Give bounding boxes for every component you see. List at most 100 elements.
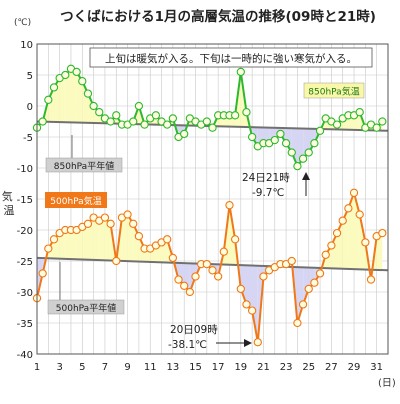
data-point-500 [84, 220, 91, 227]
data-point-500 [192, 273, 199, 280]
x-tick-label: 23 [280, 362, 293, 373]
data-point-500 [350, 189, 357, 196]
data-point-850 [107, 118, 114, 125]
data-point-500 [305, 285, 312, 292]
data-point-850 [356, 109, 363, 116]
data-point-500 [316, 270, 323, 277]
data-point-500 [175, 276, 182, 283]
data-point-850 [271, 137, 278, 144]
normal-850-label: 850hPa平年値 [54, 160, 114, 172]
data-point-850 [164, 121, 171, 128]
annotation-min-500-line1: 20日09時 [170, 324, 218, 336]
x-tick-label: 13 [167, 362, 180, 373]
data-point-500 [203, 261, 210, 268]
data-point-500 [50, 236, 57, 243]
data-point-500 [220, 248, 227, 255]
data-point-850 [79, 78, 86, 85]
data-point-850 [299, 155, 306, 162]
warm-anomaly-area [71, 230, 77, 259]
data-point-500 [169, 254, 176, 261]
data-point-500 [130, 220, 137, 227]
data-point-500 [232, 236, 239, 243]
x-tick-label: 9 [124, 362, 130, 373]
data-point-500 [101, 214, 108, 221]
data-point-500 [345, 205, 352, 212]
y-tick-label: -10 [17, 164, 33, 175]
x-tick-label: 15 [189, 362, 202, 373]
data-point-850 [288, 149, 295, 156]
data-point-500 [260, 273, 267, 280]
data-point-850 [209, 124, 216, 131]
x-tick-label: 17 [212, 362, 225, 373]
data-point-850 [294, 163, 301, 170]
data-point-500 [311, 279, 318, 286]
data-point-850 [243, 109, 250, 116]
data-point-850 [333, 121, 340, 128]
data-point-850 [203, 118, 210, 125]
data-point-500 [39, 270, 46, 277]
data-point-850 [311, 140, 318, 147]
legend-850-label: 850hPa気温 [308, 86, 359, 98]
data-point-500 [294, 319, 301, 326]
data-point-500 [186, 288, 193, 295]
x-tick-label: 25 [302, 362, 315, 373]
data-point-850 [45, 96, 52, 103]
data-point-500 [328, 242, 335, 249]
data-point-850 [373, 124, 380, 131]
x-tick-label: 11 [144, 362, 157, 373]
x-tick-label: 5 [79, 362, 85, 373]
data-point-500 [379, 230, 386, 237]
y-tick-label: -25 [17, 257, 33, 268]
y-tick-label: -20 [17, 226, 33, 237]
x-tick-label: 1 [34, 362, 40, 373]
data-point-500 [339, 217, 346, 224]
data-point-500 [322, 251, 329, 258]
data-point-850 [316, 127, 323, 134]
data-point-500 [164, 236, 171, 243]
data-point-850 [130, 118, 137, 125]
data-point-850 [135, 102, 142, 109]
data-point-500 [356, 211, 363, 218]
data-point-850 [50, 84, 57, 91]
annotation-min-850-line1: 24日21時 [242, 172, 290, 184]
data-point-500 [237, 285, 244, 292]
data-point-850 [181, 130, 188, 137]
y-tick-label: -35 [17, 319, 33, 330]
annotation-min-500-line2: -38.1℃ [168, 339, 207, 351]
data-point-500 [362, 239, 369, 246]
data-point-850 [62, 71, 69, 78]
legend-500: 500hPa気温 [45, 192, 107, 208]
x-tick-label: 27 [325, 362, 338, 373]
data-point-850 [73, 68, 80, 75]
data-point-850 [96, 109, 103, 116]
x-unit: (日) [378, 378, 396, 389]
data-point-500 [249, 307, 256, 314]
chart-title: つくばにおける1月の高層気温の推移(09時と21時) [60, 8, 376, 25]
annotation-box-text: 上旬は暖気が入る。下旬は一時的に強い寒気が入る。 [105, 52, 357, 65]
x-tick-label: 7 [102, 362, 108, 373]
legend-500-label: 500hPa気温 [50, 195, 101, 207]
x-tick-label: 3 [56, 362, 62, 373]
data-point-500 [113, 257, 120, 264]
data-point-500 [45, 245, 52, 252]
y-tick-label: 10 [20, 40, 33, 51]
x-tick-label: 29 [348, 362, 361, 373]
data-point-850 [277, 130, 284, 137]
x-tick-label: 21 [257, 362, 270, 373]
data-point-850 [152, 112, 159, 119]
data-point-850 [169, 115, 176, 122]
x-tick-label: 31 [370, 362, 383, 373]
y-unit: (℃) [14, 18, 31, 28]
data-point-500 [107, 220, 114, 227]
data-point-850 [237, 68, 244, 75]
data-point-500 [215, 273, 222, 280]
x-tick-label: 19 [234, 362, 247, 373]
legend-850: 850hPa気温 [304, 83, 364, 98]
data-point-850 [90, 102, 97, 109]
data-point-850 [84, 90, 91, 97]
data-point-850 [113, 112, 120, 119]
data-point-500 [333, 230, 340, 237]
data-point-500 [209, 267, 216, 274]
